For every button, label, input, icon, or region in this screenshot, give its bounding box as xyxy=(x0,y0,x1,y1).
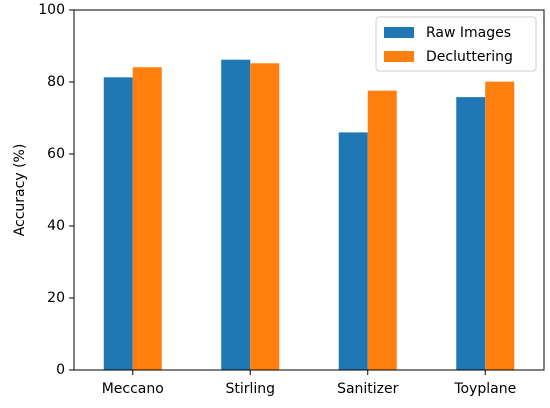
y-tick-label: 80 xyxy=(47,74,65,90)
bars-layer xyxy=(103,59,515,371)
y-axis-label: Accuracy (%) xyxy=(12,144,28,237)
legend-label: Decluttering xyxy=(426,49,513,65)
y-tick-label: 40 xyxy=(47,218,65,234)
y-tick-label: 100 xyxy=(38,2,65,18)
x-tick-label: Stirling xyxy=(225,381,275,397)
x-tick-label: Meccano xyxy=(102,381,164,397)
y-tick-label: 60 xyxy=(47,146,65,162)
legend: Raw Images Decluttering xyxy=(375,16,537,72)
bar-decluttering-stirling xyxy=(250,63,280,370)
legend-swatch xyxy=(384,51,414,62)
x-tick-label: Sanitizer xyxy=(337,381,399,397)
x-tick-label: Toyplane xyxy=(453,381,516,397)
legend-label: Raw Images xyxy=(426,25,511,41)
legend-swatch xyxy=(384,27,414,38)
axes-layer: Meccano Stirling Sanitizer Toyplane 0 20 40 60 8… xyxy=(38,2,545,397)
bar-decluttering-sanitizer xyxy=(367,90,397,370)
y-tick-label: 0 xyxy=(56,362,65,378)
y-tick-label: 20 xyxy=(47,290,65,306)
legend-box xyxy=(375,16,537,72)
plot-frame xyxy=(73,9,545,371)
bar-raw-images-sanitizer xyxy=(338,132,368,370)
bar-decluttering-toyplane xyxy=(485,81,515,370)
bar-raw-images-meccano xyxy=(103,77,133,370)
bar-raw-images-toyplane xyxy=(456,97,486,371)
bar-decluttering-meccano xyxy=(132,67,162,371)
bar-raw-images-stirling xyxy=(221,59,251,371)
